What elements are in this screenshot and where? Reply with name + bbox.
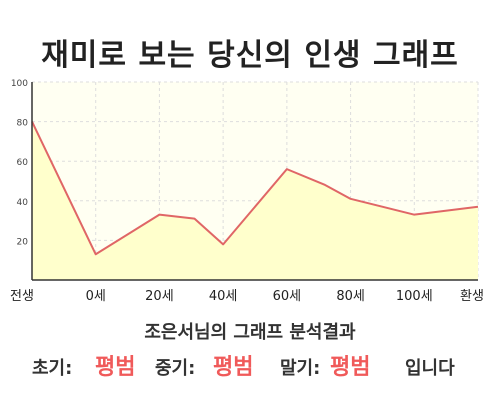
x-tick-labels: 전생 0세 20세 40세 60세 80세 100세 환생	[10, 289, 484, 304]
x-tick-label: 20세	[145, 289, 174, 304]
result-suffix: 입니다	[405, 358, 455, 379]
x-tick-label: 환생	[460, 289, 484, 304]
x-tick-label: 80세	[336, 289, 365, 304]
late-label: 말기:	[280, 358, 321, 379]
x-tick-label: 60세	[273, 289, 302, 304]
y-tick-label: 40	[17, 198, 29, 208]
x-tick-label: 전생	[10, 289, 34, 304]
early-value: 평범	[95, 355, 136, 380]
y-tick-labels: 20 40 60 80 100	[11, 79, 28, 247]
analysis-summary: 조은서님의 그래프 분석결과	[144, 322, 356, 343]
early-label: 초기:	[32, 358, 73, 379]
mid-label: 중기:	[155, 358, 196, 379]
x-tick-label: 40세	[209, 289, 238, 304]
life-area-fill	[32, 121, 478, 280]
x-tick-label: 0세	[86, 289, 106, 304]
life-chart: 20 40 60 80 100 전생 0세 20세 40세 60세 80세 100세 환생	[10, 79, 484, 304]
mid-value: 평범	[213, 355, 254, 380]
y-tick-label: 20	[17, 237, 29, 247]
y-tick-label: 60	[17, 158, 29, 168]
chart-title: 재미로 보는 당신의 인생 그래프	[41, 38, 459, 73]
axes	[31, 82, 478, 281]
y-tick-label: 100	[11, 79, 28, 89]
late-value: 평범	[330, 355, 371, 380]
life-line	[31, 121, 479, 256]
results-row: 초기: 평범 중기: 평범 말기: 평범 입니다	[0, 345, 500, 381]
x-tick-label: 100세	[396, 289, 433, 304]
y-tick-label: 80	[17, 119, 29, 129]
